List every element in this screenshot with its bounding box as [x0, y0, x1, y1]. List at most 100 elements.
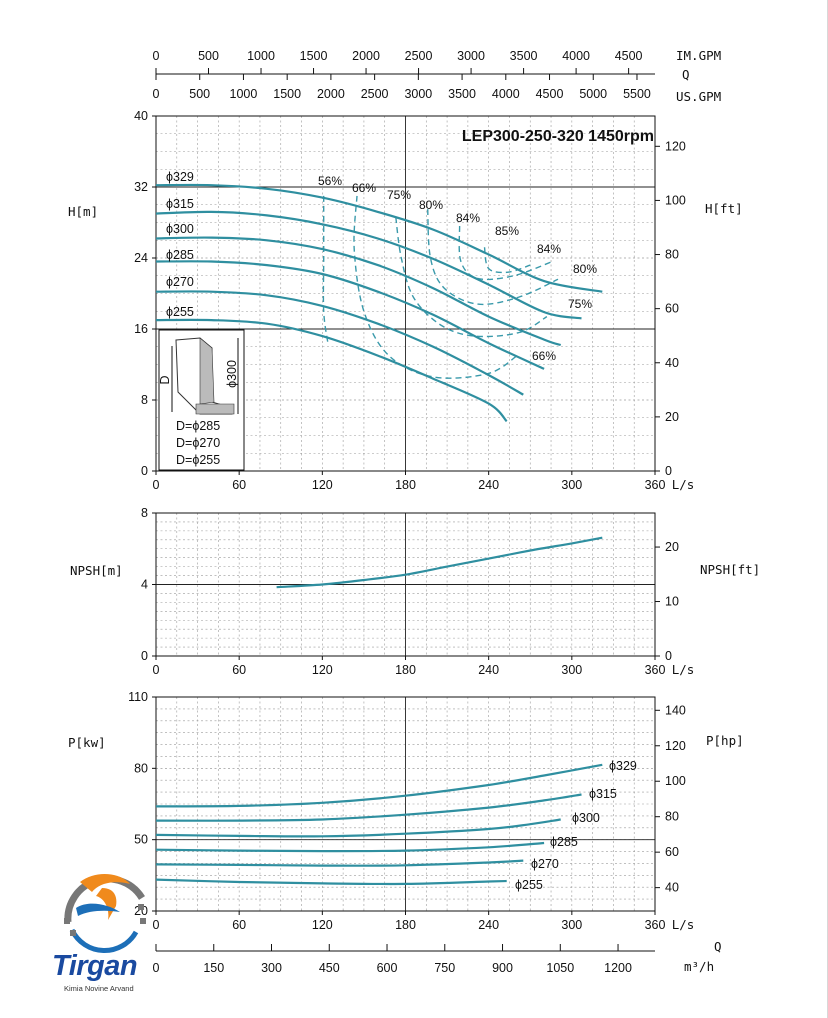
- power-curve-d255: [155, 878, 507, 886]
- us-gpm-axis-label: US.GPM: [676, 89, 721, 104]
- y-tick-label: 40: [134, 109, 148, 123]
- x-tick-label: 300: [561, 478, 582, 492]
- y-right-tick-label: 20: [665, 410, 679, 424]
- efficiency-label: 75%: [387, 188, 411, 202]
- efficiency-iso-line: [322, 195, 329, 344]
- us-gpm-tick-label: 3000: [404, 87, 432, 101]
- impeller-inset: [158, 329, 245, 471]
- power-curve-label: ϕ285: [550, 835, 578, 849]
- efficiency-label: 80%: [419, 198, 443, 212]
- head-curve-label: ϕ270: [166, 275, 194, 289]
- im-gpm-tick-label: 4500: [615, 49, 643, 63]
- x-tick-label: 360: [645, 478, 666, 492]
- y-tick-label: 0: [141, 464, 148, 478]
- head-curve-d315: [155, 210, 582, 320]
- im-gpm-tick-label: 1000: [247, 49, 275, 63]
- y-tick-label: 20: [134, 904, 148, 918]
- x-tick-label: 0: [153, 918, 160, 932]
- efficiency-label: 84%: [537, 242, 561, 256]
- y-right-tick-label: 40: [665, 881, 679, 895]
- efficiency-label: 85%: [495, 224, 519, 238]
- head-curve-label: ϕ329: [166, 170, 194, 184]
- us-gpm-tick-label: 1500: [273, 87, 301, 101]
- head-curve-label: ϕ285: [166, 248, 194, 262]
- us-gpm-tick-label: 2000: [317, 87, 345, 101]
- x-axis-unit: L/s: [672, 662, 695, 677]
- x-tick-label: 240: [478, 663, 499, 677]
- power-y-right-axis-label: P[hp]: [706, 733, 744, 748]
- m3h-tick-label: 450: [319, 961, 340, 975]
- x-tick-label: 120: [312, 663, 333, 677]
- x-tick-label: 60: [232, 663, 246, 677]
- power-curve-label: ϕ315: [589, 787, 617, 801]
- chart-title: LEP300-250-320 1450rpm: [462, 128, 654, 145]
- efficiency-label: 80%: [573, 262, 597, 276]
- y-right-tick-label: 0: [665, 464, 672, 478]
- npsh-y-right-axis-label: NPSH[ft]: [700, 562, 760, 577]
- head-y-axis-label: H[m]: [68, 204, 98, 219]
- power-curve-d270: [155, 859, 524, 867]
- im-gpm-tick-label: 500: [198, 49, 219, 63]
- m3h-tick-label: 750: [434, 961, 455, 975]
- y-right-tick-label: 120: [665, 739, 686, 753]
- head-y-right-axis-label: H[ft]: [705, 201, 743, 216]
- x-axis-unit: L/s: [672, 477, 695, 492]
- m3h-tick-label: 1200: [604, 961, 632, 975]
- m3h-tick-label: 600: [377, 961, 398, 975]
- us-gpm-tick-label: 4000: [492, 87, 520, 101]
- impeller-hatch-icon: [199, 337, 215, 405]
- inset-diameter-line: D=ϕ270: [176, 436, 220, 450]
- power-y-axis-label: P[kw]: [68, 735, 106, 750]
- m3h-tick-label: 900: [492, 961, 513, 975]
- y-right-tick-label: 100: [665, 774, 686, 788]
- m3h-tick-label: 300: [261, 961, 282, 975]
- panel-npsh: [152, 512, 660, 660]
- head-curve-d300: [155, 236, 562, 347]
- x-tick-label: 360: [645, 918, 666, 932]
- y-tick-label: 8: [141, 393, 148, 407]
- y-right-tick-label: 60: [665, 302, 679, 316]
- y-right-tick-label: 40: [665, 356, 679, 370]
- y-tick-label: 32: [134, 180, 148, 194]
- inset-diameter-line: D=ϕ285: [176, 419, 220, 433]
- im-gpm-tick-label: 2500: [405, 49, 433, 63]
- power-curve-d285: [155, 841, 545, 853]
- y-right-tick-label: 120: [665, 139, 686, 153]
- y-tick-label: 16: [134, 322, 148, 336]
- x-tick-label: 180: [395, 663, 416, 677]
- us-gpm-tick-label: 5000: [579, 87, 607, 101]
- x-tick-label: 120: [312, 478, 333, 492]
- y-right-tick-label: 20: [665, 540, 679, 554]
- q-bottom-axis-label: Q: [714, 939, 722, 954]
- us-gpm-tick-label: 5500: [623, 87, 651, 101]
- y-right-tick-label: 10: [665, 595, 679, 609]
- x-tick-label: 360: [645, 663, 666, 677]
- efficiency-label: 84%: [456, 211, 480, 225]
- y-tick-label: 50: [134, 833, 148, 847]
- us-gpm-tick-label: 0: [153, 87, 160, 101]
- x-tick-label: 180: [395, 478, 416, 492]
- us-gpm-tick-label: 1000: [230, 87, 258, 101]
- x-axis-unit: L/s: [672, 917, 695, 932]
- panel-power: [152, 696, 660, 915]
- m3h-tick-label: 150: [203, 961, 224, 975]
- x-tick-label: 0: [153, 663, 160, 677]
- x-tick-label: 60: [232, 918, 246, 932]
- y-right-tick-label: 0: [665, 649, 672, 663]
- gear-swoosh-logo-icon: [64, 873, 146, 954]
- head-curve-label: ϕ300: [166, 222, 194, 236]
- efficiency-label: 75%: [568, 297, 592, 311]
- y-tick-label: 24: [134, 251, 148, 265]
- npsh-curve: [276, 536, 603, 589]
- us-gpm-tick-label: 4500: [536, 87, 564, 101]
- y-tick-label: 0: [141, 649, 148, 663]
- efficiency-iso-line: [395, 217, 548, 338]
- y-tick-label: 8: [141, 506, 148, 520]
- power-curve-label: ϕ270: [531, 857, 559, 871]
- head-curve-d255: [155, 318, 508, 423]
- im-gpm-tick-label: 3000: [457, 49, 485, 63]
- inset-diameter-line: D=ϕ255: [176, 453, 220, 467]
- im-gpm-tick-label: 4000: [562, 49, 590, 63]
- y-right-tick-label: 80: [665, 248, 679, 262]
